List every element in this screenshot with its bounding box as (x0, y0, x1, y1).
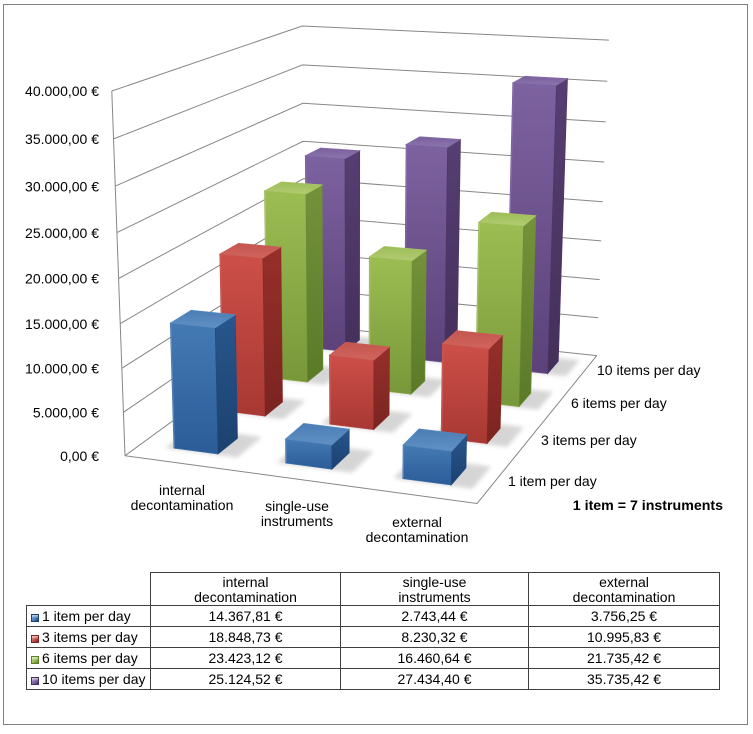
svg-text:1 item per day: 1 item per day (508, 473, 597, 489)
svg-text:decontamination: decontamination (366, 529, 469, 545)
svg-text:6 items per day: 6 items per day (571, 395, 667, 411)
svg-text:decontamination: decontamination (131, 497, 234, 513)
svg-text:single-use: single-use (265, 498, 329, 514)
svg-text:10.000,00 €: 10.000,00 € (25, 361, 99, 377)
svg-text:5.000,00 €: 5.000,00 € (33, 405, 99, 421)
svg-text:15.000,00 €: 15.000,00 € (25, 316, 99, 332)
svg-text:1 item = 7 instruments: 1 item = 7 instruments (573, 498, 723, 514)
svg-text:30.000,00 €: 30.000,00 € (25, 178, 99, 194)
svg-text:3 items per day: 3 items per day (541, 432, 637, 448)
svg-text:external: external (392, 514, 442, 530)
svg-text:internal: internal (159, 482, 205, 498)
svg-text:10 items per day: 10 items per day (597, 362, 701, 378)
svg-text:0,00 €: 0,00 € (60, 448, 99, 464)
svg-text:instruments: instruments (261, 513, 333, 529)
svg-text:20.000,00 €: 20.000,00 € (25, 271, 99, 287)
svg-text:35.000,00 €: 35.000,00 € (25, 131, 99, 147)
svg-text:25.000,00 €: 25.000,00 € (25, 225, 99, 241)
svg-text:40.000,00 €: 40.000,00 € (25, 83, 99, 99)
